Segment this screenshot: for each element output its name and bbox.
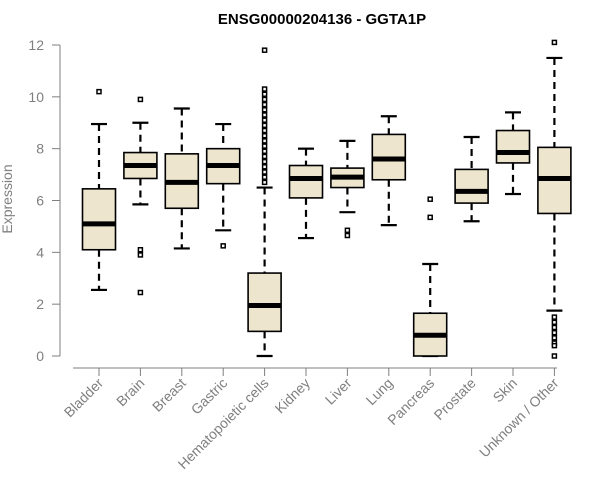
outlier-point [96, 88, 102, 95]
x-tick-label: Liver [322, 375, 355, 408]
y-tick-label: 0 [36, 348, 44, 364]
outlier-point [261, 107, 268, 113]
outlier-point [261, 101, 268, 108]
x-tick-label: Unknown / Other [476, 375, 562, 461]
outlier-point [137, 289, 144, 296]
outlier-point [261, 86, 268, 92]
y-tick-label: 4 [36, 244, 44, 260]
box-3 [205, 122, 241, 249]
x-tick-label: Brain [113, 375, 147, 409]
outlier-point [261, 122, 268, 129]
outlier-point [137, 96, 144, 103]
outlier-point [261, 158, 268, 165]
box-2 [164, 107, 200, 250]
box-7 [371, 115, 407, 227]
box-9 [454, 135, 489, 223]
x-tick-label: Bladder [61, 375, 107, 421]
outlier-point [344, 227, 351, 234]
outlier-point [344, 232, 351, 239]
iqr-box [81, 188, 117, 251]
box-10 [495, 111, 531, 196]
x-tick-label: Kidney [272, 375, 314, 417]
outlier-point [551, 319, 558, 326]
iqr-box [247, 272, 282, 333]
outlier-point [551, 335, 558, 341]
outlier-point [261, 96, 268, 103]
y-tick-label: 6 [36, 193, 44, 209]
outlier-point [261, 138, 268, 144]
box-11 [537, 39, 572, 359]
outlier-point [551, 39, 558, 46]
outlier-point [261, 112, 268, 118]
outlier-point [261, 179, 268, 186]
outlier-point [261, 148, 268, 155]
chart-title: ENSG00000204136 - GGTA1P [218, 11, 426, 28]
outlier-point [551, 342, 558, 349]
y-axis-title: Expression [0, 164, 15, 233]
box-6 [330, 139, 365, 239]
outlier-point [551, 324, 558, 331]
outlier-point [427, 214, 433, 221]
iqr-box [495, 129, 531, 164]
outlier-point [427, 196, 433, 202]
x-tick-label: Prostate [431, 375, 479, 423]
x-tick-label: Skin [490, 375, 521, 406]
outlier-point [261, 47, 268, 53]
y-axis-ticks: 0 2 4 6 8 10 12 [28, 37, 60, 364]
outlier-point [261, 164, 268, 170]
outlier-point [261, 132, 268, 139]
iqr-box [454, 168, 489, 204]
outlier-point [137, 246, 144, 253]
y-tick-label: 8 [36, 141, 44, 157]
outlier-point [551, 329, 558, 336]
box-series [81, 39, 572, 359]
outlier-point [261, 174, 268, 180]
outlier-point [261, 117, 268, 123]
outlier-point [261, 143, 268, 149]
outlier-point [261, 127, 268, 134]
box-0 [81, 88, 117, 292]
box-1 [123, 96, 158, 296]
iqr-box [288, 164, 324, 199]
x-tick-label: Lung [363, 375, 396, 408]
outlier-point [137, 252, 144, 258]
outlier-point [551, 314, 558, 320]
outlier-point [261, 91, 268, 97]
y-tick-label: 2 [36, 296, 44, 312]
y-tick-label: 10 [28, 89, 44, 105]
x-tick-label: Breast [149, 375, 189, 415]
outlier-point [261, 153, 268, 160]
box-4 [247, 47, 282, 358]
outlier-point [220, 243, 226, 249]
box-5 [288, 147, 324, 240]
box-8 [412, 196, 448, 358]
outlier-point [261, 169, 268, 175]
y-tick-label: 12 [28, 37, 44, 53]
outlier-point [551, 353, 558, 359]
